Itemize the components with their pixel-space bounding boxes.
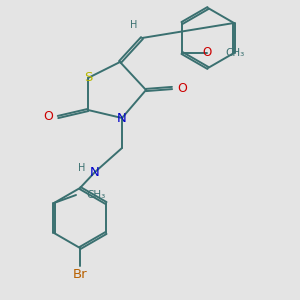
Text: H: H <box>130 20 138 30</box>
Text: O: O <box>177 82 187 94</box>
Text: N: N <box>90 166 100 178</box>
Text: S: S <box>84 71 92 85</box>
Text: O: O <box>43 110 53 124</box>
Text: Br: Br <box>73 268 87 281</box>
Text: CH₃: CH₃ <box>225 48 244 58</box>
Text: O: O <box>202 46 211 59</box>
Text: H: H <box>78 163 86 173</box>
Text: CH₃: CH₃ <box>86 190 105 200</box>
Text: N: N <box>117 112 127 124</box>
